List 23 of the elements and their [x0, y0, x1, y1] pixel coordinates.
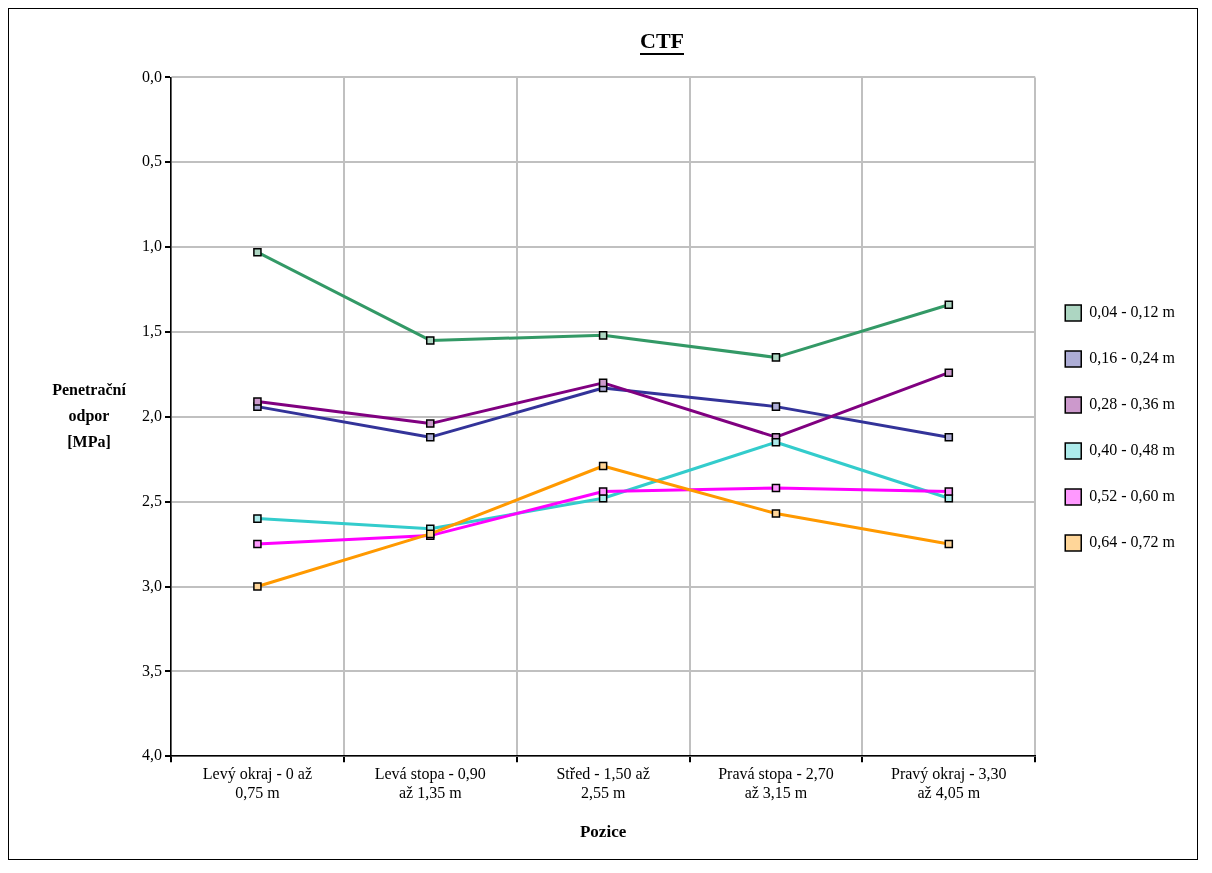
- x-tick-label: Pravá stopa - 2,70 až 3,15 m: [718, 765, 834, 802]
- x-axis-title: Pozice: [579, 822, 627, 842]
- legend-label: 0,64 - 0,72 m: [1089, 533, 1176, 551]
- y-tick-label: 0,5: [142, 152, 162, 170]
- legend-label: 0,04 - 0,12 m: [1089, 303, 1176, 321]
- x-tick-label: Levá stopa - 0,90 až 1,35 m: [374, 765, 486, 802]
- legend-label: 0,52 - 0,60 m: [1089, 487, 1176, 505]
- y-axis-title: Penetrační odpor [MPa]: [52, 380, 127, 450]
- x-tick-label: Levý okraj - 0 až 0,75 m: [202, 765, 313, 802]
- legend-label: 0,40 - 0,48 m: [1089, 441, 1176, 459]
- x-tick-label: Střed - 1,50 až 2,55 m: [556, 765, 650, 802]
- legend-label: 0,16 - 0,24 m: [1089, 349, 1176, 367]
- legend-label: 0,28 - 0,36 m: [1089, 395, 1176, 413]
- y-tick-label: 0,0: [142, 67, 162, 85]
- y-tick-label: 3,0: [142, 576, 162, 594]
- y-tick-label: 3,5: [142, 661, 162, 679]
- y-tick-label: 1,5: [142, 322, 162, 340]
- y-tick-label: 2,5: [142, 491, 162, 509]
- y-tick-label: 4,0: [142, 746, 162, 764]
- y-tick-label: 1,0: [142, 237, 162, 255]
- x-tick-label: Pravý okraj - 3,30 až 4,05 m: [891, 765, 1007, 802]
- y-tick-label: 2,0: [142, 407, 162, 424]
- chart-title: CTF: [640, 27, 684, 53]
